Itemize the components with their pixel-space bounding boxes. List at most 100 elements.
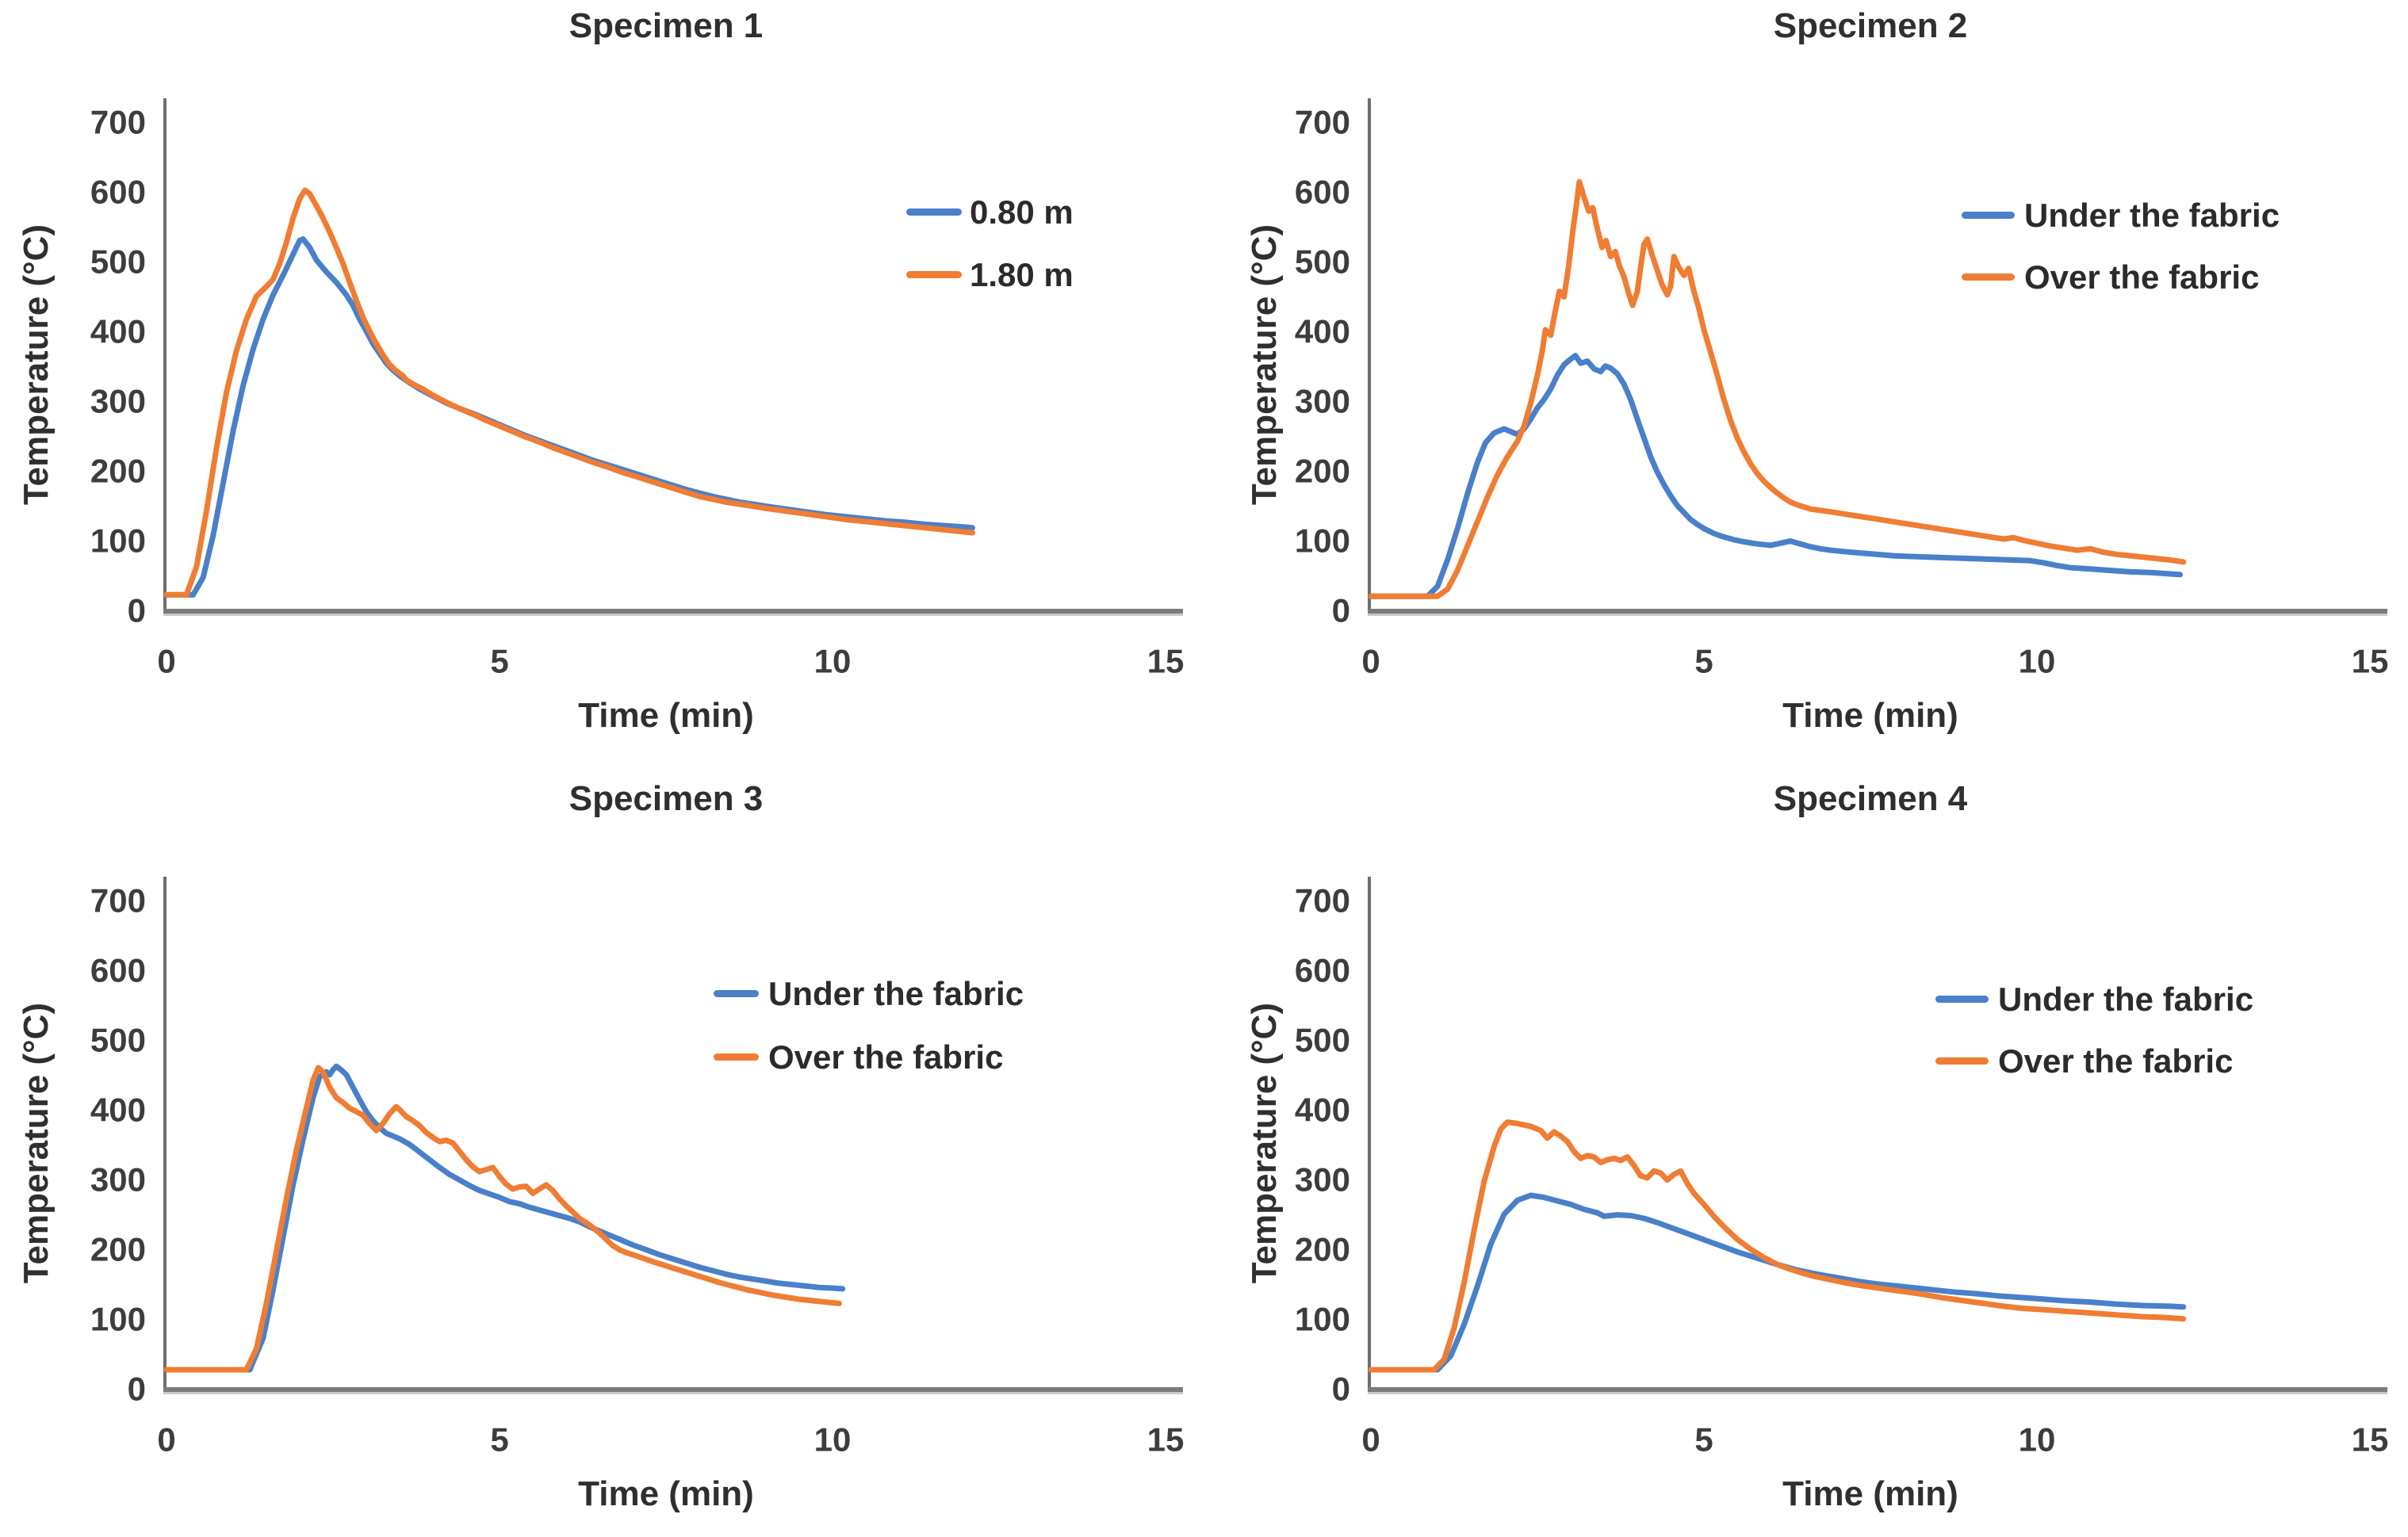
y-tick-label: 200 [1295,1231,1350,1268]
x-axis-line-shadow [1368,1392,2387,1394]
plot-area-specimen-3: 0 100 200 300 400 500 600 700 0 5 10 15 [90,877,1185,1459]
x-tick-label: 5 [490,643,508,680]
plot-area-specimen-4: 0 100 200 300 400 500 600 700 0 5 10 15 [1295,877,2389,1459]
legend-label: Over the fabric [1998,1042,2234,1080]
y-tick-label: 400 [90,313,146,350]
y-tick-label: 200 [90,1231,146,1268]
y-tick-label: 700 [1295,882,1350,920]
x-axis-line-shadow [163,1392,1183,1394]
x-tick-label: 0 [1361,1421,1380,1459]
plot-area-specimen-1: 0 100 200 300 400 500 600 700 0 5 10 15 [90,98,1185,680]
x-axis-label: Time (min) [1782,696,1958,735]
chart-specimen-2: 0 100 200 300 400 500 600 700 0 5 10 15 Specimen 2 … [1204,0,2408,768]
x-tick-label: 5 [1694,1421,1713,1459]
x-axis-line [163,609,1183,614]
y-tick-label: 500 [90,1022,146,1059]
series-line-under-the-fabric [1368,353,2184,599]
legend-label: Under the fabric [2024,197,2280,234]
x-tick-label: 15 [1147,643,1185,680]
x-axis-label: Time (min) [578,696,754,735]
y-axis-line [163,877,167,1392]
legend-label: Under the fabric [768,975,1024,1012]
y-tick-label: 600 [1295,952,1350,989]
legend-swatch [714,990,759,997]
x-axis-line-shadow [1368,614,2387,616]
y-tick-label: 400 [1295,313,1350,350]
legend-swatch [906,208,962,216]
y-axis-line [1368,98,1371,614]
y-tick-label: 300 [1295,383,1350,420]
x-tick-label: 15 [2352,643,2389,680]
y-tick-label: 600 [90,952,146,989]
series-line-under-the-fabric [163,1063,846,1373]
x-tick-label: 15 [2352,1421,2389,1459]
y-tick-label: 400 [90,1092,146,1129]
y-tick-label: 0 [1332,592,1350,629]
legend-swatch [1935,996,1989,1003]
x-axis-line [1368,1387,2387,1392]
x-tick-label: 10 [2019,1421,2056,1459]
x-tick-label: 10 [814,1421,852,1459]
y-tick-label: 500 [90,243,146,281]
y-tick-label: 400 [1295,1092,1350,1129]
series-line-over-the-fabric [163,1065,842,1373]
legend-swatch [1962,273,2015,281]
chart-specimen-1: 0 100 200 300 400 500 600 700 0 5 10 15 Specimen 1 … [0,0,1204,768]
chart-title: Specimen 3 [569,779,764,818]
x-axis-label: Time (min) [1782,1474,1958,1513]
x-tick-label: 15 [1147,1421,1185,1459]
y-axis-line [163,98,167,614]
x-axis-line [163,1387,1183,1392]
x-tick-label: 10 [814,643,852,680]
x-tick-label: 0 [1361,643,1380,680]
y-axis-label: Temperature (°C) [17,1002,56,1284]
y-axis-label: Temperature (°C) [17,224,56,506]
chart-title: Specimen 2 [1773,6,1968,45]
chart-title: Specimen 1 [569,6,764,45]
legend-swatch [906,271,962,278]
chart-specimen-3: 0 100 200 300 400 500 600 700 0 5 10 15 Specimen 3 … [0,768,1204,1537]
legend-label: 1.80 m [970,256,1074,293]
y-tick-label: 500 [1295,243,1350,281]
series-line-1-80-m [163,187,975,598]
y-tick-label: 600 [90,174,146,211]
chart-specimen-4: 0 100 200 300 400 500 600 700 0 5 10 15 Specimen 4 … [1204,768,2408,1537]
legend-swatch [1935,1057,1989,1065]
y-tick-label: 100 [90,1301,146,1338]
y-tick-label: 200 [1295,453,1350,490]
legend-swatch [714,1053,759,1061]
y-tick-label: 600 [1295,174,1350,211]
x-tick-label: 5 [1694,643,1713,680]
y-tick-label: 0 [128,592,146,629]
series-line-0-80-m [163,236,975,598]
series-line-under-the-fabric [1368,1192,2187,1373]
y-tick-label: 300 [90,383,146,420]
y-tick-label: 0 [1332,1371,1350,1408]
x-tick-label: 5 [490,1421,508,1459]
y-tick-label: 0 [128,1371,146,1408]
x-axis-line-shadow [163,614,1183,616]
y-tick-label: 300 [1295,1161,1350,1199]
y-tick-label: 700 [90,104,146,141]
x-tick-label: 0 [157,643,175,680]
y-tick-label: 500 [1295,1022,1350,1059]
x-tick-label: 0 [157,1421,175,1459]
legend-label: Under the fabric [1998,981,2254,1018]
y-axis-label: Temperature (°C) [1245,1002,1284,1284]
y-tick-label: 200 [90,453,146,490]
y-tick-label: 100 [1295,522,1350,560]
legend-label: 0.80 m [970,193,1074,231]
legend-label: Over the fabric [768,1038,1004,1076]
series-line-over-the-fabric [1368,178,2187,599]
y-tick-label: 700 [90,882,146,920]
y-tick-label: 100 [90,522,146,560]
y-axis-line [1368,877,1371,1392]
y-axis-label: Temperature (°C) [1245,224,1284,506]
x-tick-label: 10 [2019,643,2056,680]
x-axis-label: Time (min) [578,1474,754,1513]
chart-title: Specimen 4 [1773,779,1968,818]
legend-swatch [1962,212,2015,219]
legend-label: Over the fabric [2024,258,2260,296]
x-axis-line [1368,609,2387,614]
